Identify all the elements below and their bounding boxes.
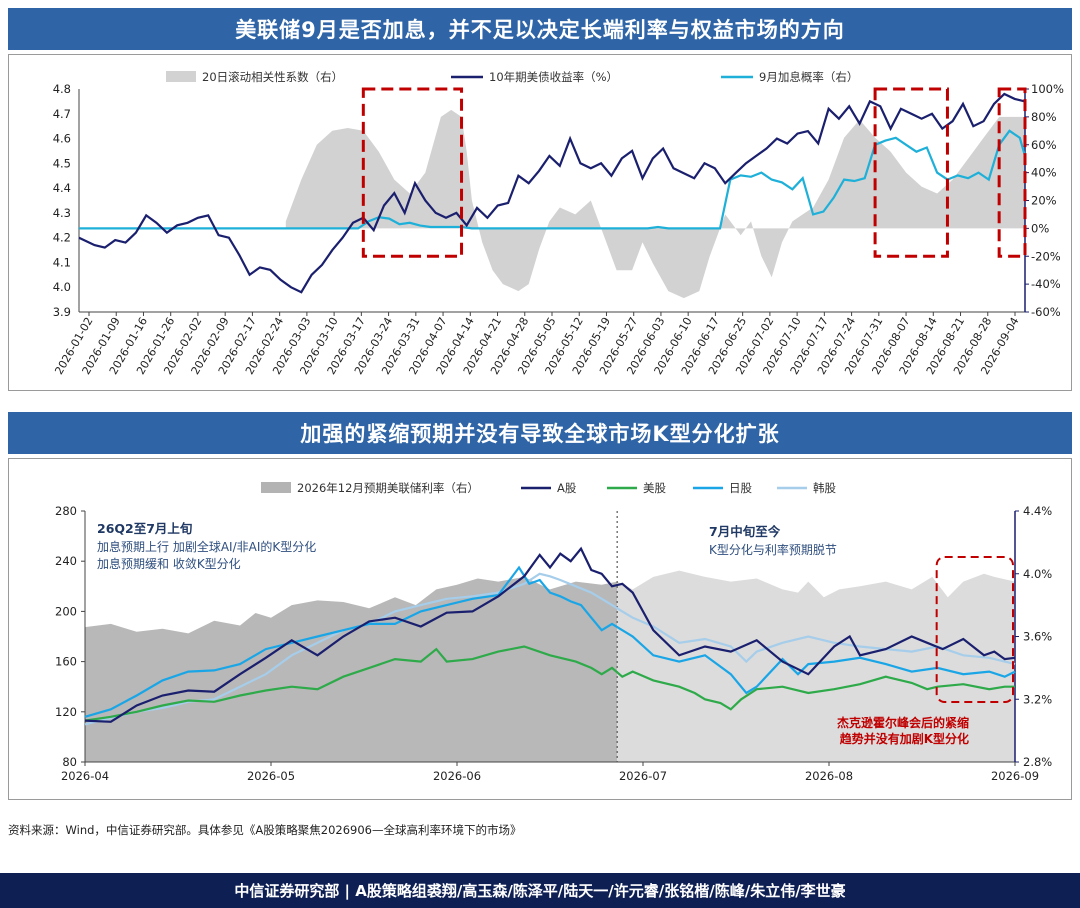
legend-swatch-correlation — [166, 71, 196, 82]
y-left-tick-label: 4.0 — [53, 280, 71, 294]
highlight-box — [997, 87, 1027, 258]
y-right-tick-label: 100% — [1031, 82, 1064, 96]
top-chart-panel: 20日滚动相关性系数（右） 10年期美债收益率（%） 9月加息概率（右） 4.8 4.7… — [8, 54, 1072, 391]
legend-label-hike-prob: 9月加息概率（右） — [759, 70, 858, 84]
bottom-chart-panel: 2026年12月预期美联储利率（右） A股 美股 日股 韩股 280 240 200 160 12… — [8, 458, 1072, 800]
legend-label-yield: 10年期美债收益率（%） — [489, 70, 618, 84]
y-right-tick-label: 2.8% — [1023, 755, 1052, 769]
series-area-fed-rate-left — [85, 576, 618, 762]
series-line-us-stock — [84, 645, 1015, 722]
y-left-tick-label: 160 — [55, 655, 77, 669]
y-left-tick-label: 4.5 — [53, 156, 71, 170]
annotation-left-line: 加息预期上行 加剧全球AI/非AI的K型分化 — [97, 539, 316, 554]
legend-label-us-stock: 美股 — [643, 481, 666, 495]
annotation-left-line: 加息预期缓和 收敛K型分化 — [97, 556, 241, 571]
highlight-box — [361, 87, 464, 258]
annotation-mid-title: 7月中旬至今 — [709, 524, 781, 539]
highlight-box — [935, 556, 1015, 703]
y-right-tick-label: 0% — [1031, 221, 1049, 235]
source-note: 资料来源：Wind，中信证券研究部。具体参见《A股策略聚焦2026906—全球高… — [8, 823, 522, 837]
y-right-tick-label: 3.6% — [1023, 630, 1052, 644]
annotation-left-title: 26Q2至7月上旬 — [97, 521, 192, 536]
legend-label-correlation: 20日滚动相关性系数（右） — [202, 70, 343, 84]
annotation-mid-line: K型分化与利率预期脱节 — [709, 542, 837, 557]
legend-swatch-fed-rate — [261, 482, 291, 493]
y-left-tick-label: 4.2 — [53, 231, 71, 245]
x-tick-label: 2026-05 — [247, 769, 295, 783]
y-left-tick-label: 4.1 — [53, 255, 71, 269]
y-left-tick-label: 3.9 — [53, 305, 71, 319]
legend-label-korea-stock: 韩股 — [813, 481, 836, 495]
highlight-box — [873, 87, 949, 258]
y-right-tick-label: 4.4% — [1023, 504, 1052, 518]
y-right-tick-label: 80% — [1031, 110, 1057, 124]
y-left-tick-label: 4.8 — [53, 82, 71, 96]
series-line-yield — [78, 92, 1026, 294]
bottom-chart-svg: 2026年12月预期美联储利率（右） A股 美股 日股 韩股 280 240 200 160 12… — [55, 481, 1052, 783]
footer-text: 中信证券研究部 | A股策略组裘翔/高玉森/陈泽平/陆天一/许元睿/张铭楷/陈峰… — [234, 882, 846, 900]
y-right-tick-label: -60% — [1031, 305, 1061, 319]
legend-label-fed-rate: 2026年12月预期美联储利率（右） — [297, 481, 479, 495]
y-right-tick-label: -20% — [1031, 249, 1061, 263]
series-line-hike-prob — [79, 129, 1027, 230]
y-left-tick-label: 80 — [62, 755, 77, 769]
top-chart-title: 美联储9月是否加息，并不足以决定长端利率与权益市场的方向 — [235, 18, 845, 42]
x-tick-label: 2026-06 — [433, 769, 481, 783]
x-tick-label: 2026-09 — [991, 769, 1039, 783]
y-left-tick-label: 4.7 — [53, 107, 71, 121]
footer-bar: 中信证券研究部 | A股策略组裘翔/高玉森/陈泽平/陆天一/许元睿/张铭楷/陈峰… — [0, 873, 1080, 908]
y-left-tick-label: 280 — [55, 504, 77, 518]
annotation-red-line: 趋势并没有加剧K型分化 — [840, 731, 969, 746]
series-area-correlation — [79, 109, 1025, 299]
series-line-a-share — [84, 546, 1016, 723]
y-left-tick-label: 4.4 — [53, 181, 71, 195]
y-right-tick-label: 40% — [1031, 166, 1057, 180]
y-right-tick-label: -40% — [1031, 277, 1061, 291]
x-tick-label: 2026-04 — [61, 769, 109, 783]
top-chart-title-banner: 美联储9月是否加息，并不足以决定长端利率与权益市场的方向 — [8, 8, 1072, 50]
y-left-tick-label: 4.6 — [53, 132, 71, 146]
legend-label-japan-stock: 日股 — [729, 481, 752, 495]
y-left-tick-label: 4.3 — [53, 206, 71, 220]
y-left-tick-label: 200 — [55, 604, 77, 618]
y-left-tick-label: 120 — [55, 705, 77, 719]
y-left-tick-label: 240 — [55, 554, 77, 568]
bottom-chart-title-banner: 加强的紧缩预期并没有导致全球市场K型分化扩张 — [8, 412, 1072, 454]
x-tick-label: 2026-07 — [619, 769, 667, 783]
bottom-chart-title: 加强的紧缩预期并没有导致全球市场K型分化扩张 — [300, 422, 780, 446]
y-right-tick-label: 60% — [1031, 138, 1057, 152]
top-chart-svg: 20日滚动相关性系数（右） 10年期美债收益率（%） 9月加息概率（右） 4.8 4.7… — [52, 70, 1064, 377]
y-right-tick-label: 20% — [1031, 194, 1057, 208]
y-right-tick-label: 4.0% — [1023, 567, 1052, 581]
annotation-red-line: 杰克逊霍尔峰会后的紧缩 — [837, 715, 969, 730]
y-right-tick-label: 3.2% — [1023, 692, 1052, 706]
x-tick-label: 2026-08 — [805, 769, 853, 783]
legend-label-a-share: A股 — [557, 481, 577, 495]
